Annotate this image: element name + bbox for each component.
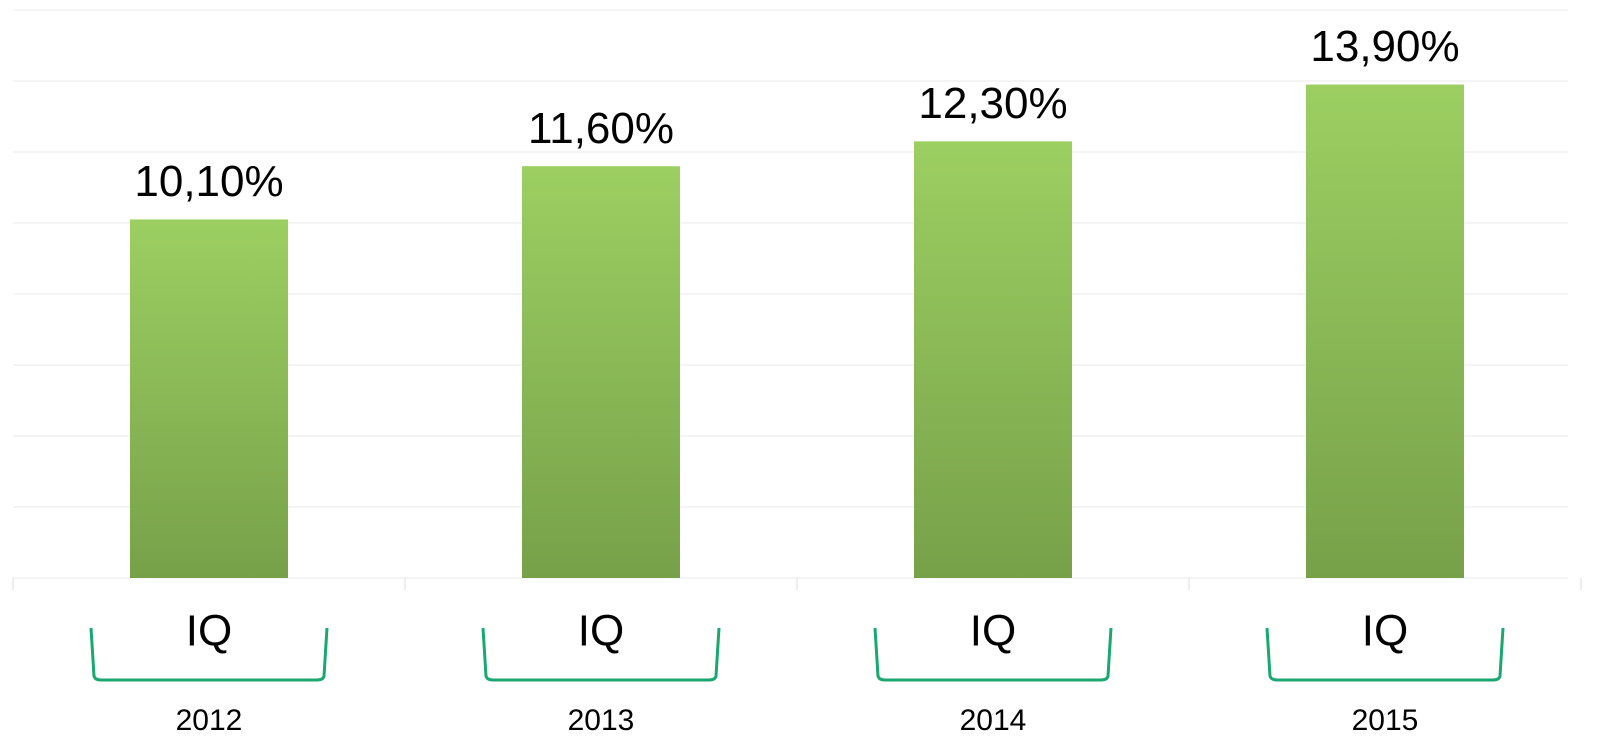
group-label: 2013: [568, 704, 635, 737]
bar: [914, 141, 1072, 578]
x-tick-label: IQ: [970, 607, 1016, 656]
bar: [1306, 84, 1464, 579]
value-label: 12,30%: [918, 79, 1067, 128]
value-label: 13,90%: [1310, 22, 1459, 71]
group-bracket: [873, 627, 1113, 682]
value-label: 10,10%: [134, 157, 283, 206]
group-label: 2014: [960, 704, 1027, 737]
x-tick-label: IQ: [186, 607, 232, 656]
bar: [522, 166, 680, 578]
bar: [130, 219, 288, 578]
value-label: 11,60%: [528, 104, 674, 153]
group-label: 2015: [1352, 704, 1419, 737]
x-tick-label: IQ: [578, 607, 624, 656]
group-bracket: [89, 627, 329, 682]
group-bracket: [481, 627, 721, 682]
group-bracket: [1265, 627, 1505, 682]
group-label: 2012: [176, 704, 243, 737]
x-tick-label: IQ: [1362, 607, 1408, 656]
